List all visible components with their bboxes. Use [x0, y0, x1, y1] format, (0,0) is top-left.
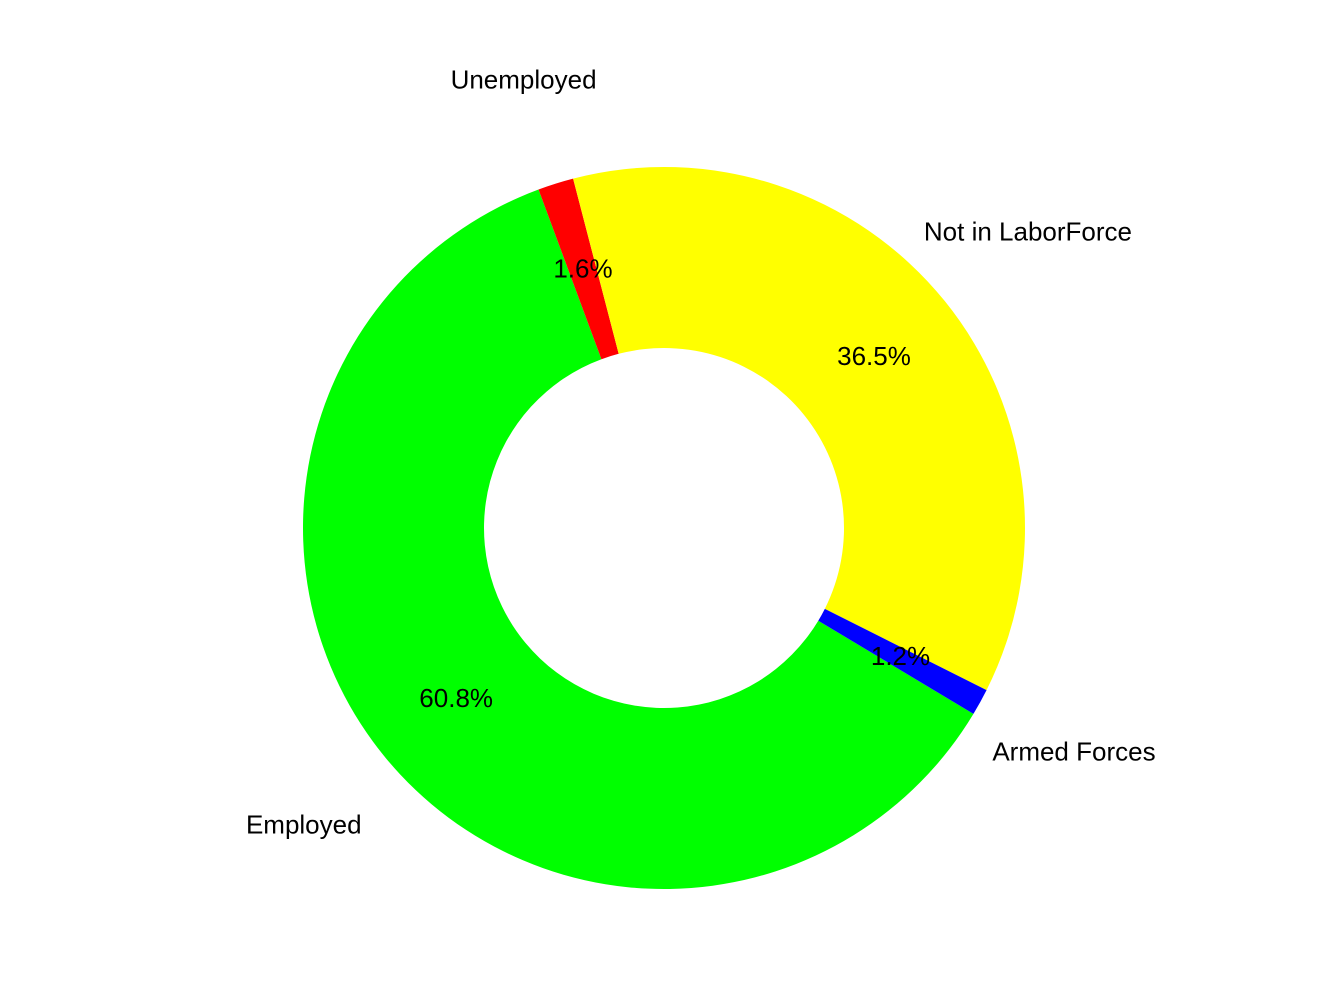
value-label: 60.8% — [419, 683, 493, 713]
slice — [538, 178, 619, 360]
value-label: 36.5% — [837, 341, 911, 371]
value-label: 1.6% — [553, 253, 612, 283]
slice — [303, 189, 974, 889]
slice-label: Unemployed — [451, 64, 597, 94]
value-label: 1.2% — [871, 641, 930, 671]
slice-label: Employed — [246, 810, 362, 840]
slice — [573, 167, 1025, 691]
slice — [818, 608, 987, 714]
slice-label: Armed Forces — [992, 737, 1155, 767]
slice-label: Not in LaborForce — [924, 217, 1132, 247]
